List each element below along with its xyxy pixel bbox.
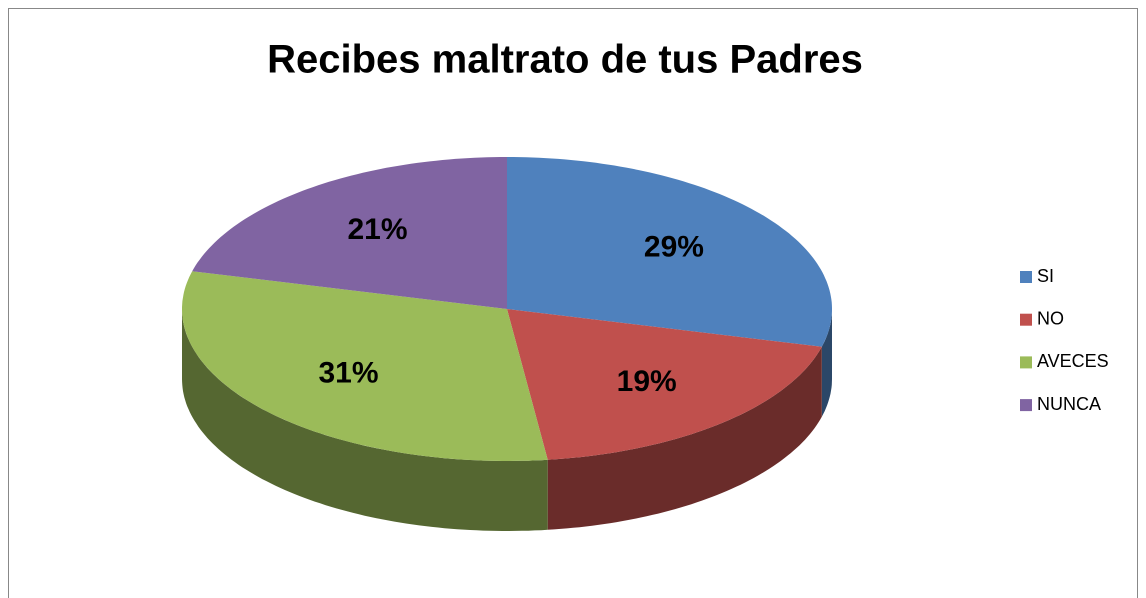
data-label: 31% — [319, 356, 379, 389]
slice — [507, 157, 832, 347]
slice-side — [182, 309, 548, 531]
data-label: 21% — [347, 213, 407, 246]
slice — [507, 309, 822, 460]
legend-swatch — [1020, 399, 1032, 412]
data-label: 29% — [644, 230, 704, 263]
data-label: 19% — [617, 365, 677, 398]
legend-swatch — [1020, 356, 1032, 369]
legend-label: SI — [1037, 266, 1054, 286]
legend-swatch — [1020, 271, 1032, 283]
legend-swatch — [1020, 313, 1032, 326]
slice-side — [821, 309, 832, 417]
slice — [182, 271, 548, 461]
slice-side — [547, 346, 822, 530]
slice — [192, 157, 507, 309]
legend-label: AVECES — [1037, 351, 1109, 371]
chart-title: Recibes maltrato de tus Padres — [267, 38, 863, 82]
legend-label: NO — [1037, 308, 1064, 328]
legend-label: NUNCA — [1037, 394, 1101, 414]
